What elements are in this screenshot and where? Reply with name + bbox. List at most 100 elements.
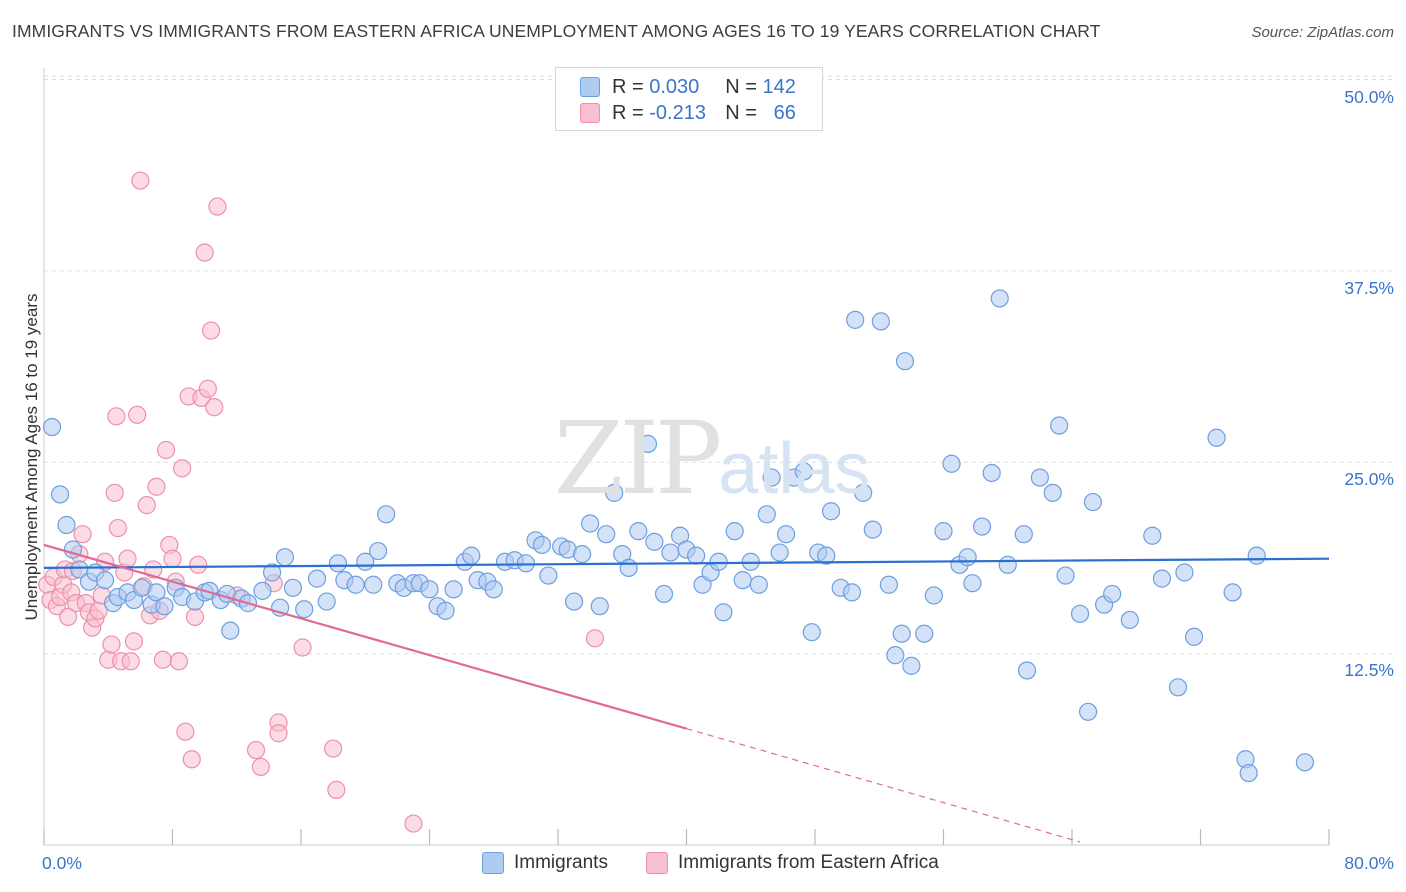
eastern-africa-point [163,549,182,568]
immigrants-point [1223,583,1242,602]
immigrants-point [516,554,535,573]
source-credit: Source: ZipAtlas.com [1251,24,1394,41]
immigrants-point [147,583,166,602]
immigrants-point [895,352,915,371]
immigrants-point [50,485,70,504]
immigrants-point [532,535,552,555]
immigrants-point [1120,610,1139,630]
immigrants-point [369,541,388,561]
immigrants-point [1207,428,1226,447]
immigrants-point [1014,525,1033,544]
immigrants-point [902,656,921,675]
y-tick-label: 25.0% [1344,469,1394,489]
immigrants-point [863,520,882,539]
eastern-africa-point [58,607,78,626]
immigrants-point [709,552,728,571]
immigrants-point [1143,526,1162,545]
eastern-africa-point [189,555,208,574]
immigrants-point [328,554,348,573]
bottom-legend-eastern-africa: Immigrants from Eastern Africa [646,852,939,874]
legend-n-value: 142 [762,75,796,98]
y-tick-label: 37.5% [1344,278,1394,298]
immigrants-point [762,468,781,487]
immigrants-point [444,580,463,599]
immigrants-point [998,555,1017,574]
immigrants-point [982,463,1001,483]
eastern-africa-point [131,171,150,190]
immigrants-point [283,578,303,597]
immigrants-point [817,546,836,565]
immigrants-point [221,621,240,640]
eastern-africa-point [102,635,121,654]
immigrants-point [420,580,439,599]
immigrants-point [629,522,648,541]
immigrants-point [1295,753,1315,772]
immigrants-point [377,505,396,524]
immigrants-point [1056,566,1075,585]
immigrants-point [619,558,638,577]
eastern-africa-point [169,652,189,671]
immigrants-point [842,583,862,602]
bottom-legend-swatch-blue [482,852,504,874]
immigrants-point [436,601,455,620]
eastern-africa-point [195,243,214,262]
immigrants-point [990,289,1009,308]
eastern-africa-point [246,740,266,760]
immigrants-point [794,462,813,481]
eastern-africa-point [208,197,227,216]
immigrants-point [638,434,658,453]
eastern-africa-point [404,814,423,833]
immigrants-point [757,505,776,524]
legend-n-value: 66 [773,101,796,124]
immigrants-point [155,597,174,616]
immigrants-point [725,522,744,541]
immigrants-point [1043,483,1062,502]
eastern-africa-point [185,607,205,626]
immigrants-point [1168,678,1188,697]
immigrants-point [1030,468,1049,487]
eastern-africa-point [182,750,201,769]
immigrants-point [1152,569,1172,588]
eastern-africa-point [128,405,147,424]
trend-line [43,557,1330,569]
immigrants-point [892,624,911,643]
immigrants-point [687,546,706,565]
trend-lines [43,543,1330,843]
legend-n-label: N = [725,75,757,98]
immigrants-point [879,575,898,594]
immigrants-point [95,571,115,590]
eastern-africa-point [293,638,312,657]
y-tick-label: 50.0% [1344,87,1394,107]
immigrants-point [749,575,768,594]
immigrants-point [661,543,680,562]
immigrants-point [846,310,865,329]
immigrants-point [934,522,953,541]
immigrants-point [1184,627,1204,646]
eastern-africa-point [585,629,605,648]
legend-row-eastern-africa: R = -0.213 N = 66 [580,101,796,125]
immigrants-point [539,566,558,585]
immigrants-point [590,597,609,616]
eastern-africa-point [251,757,270,777]
immigrants-point [1103,584,1122,604]
legend-n-label: N = [725,101,757,124]
bottom-legend-immigrants: Immigrants [482,852,608,874]
immigrants-point [1050,416,1069,435]
series-eastern-africa-points [38,171,605,833]
legend-r-label: R = [612,101,644,124]
trend-line [43,543,687,730]
chart-title: IMMIGRANTS VS IMMIGRANTS FROM EASTERN AF… [12,21,1101,41]
immigrants-point [854,483,873,502]
bottom-legend-swatch-pink [646,852,668,874]
immigrants-point [1083,492,1102,512]
eastern-africa-point [324,739,343,758]
immigrants-point [262,563,282,582]
immigrants-point [733,571,752,590]
immigrants-point [42,417,62,437]
eastern-africa-point [107,407,126,426]
correlation-legend: R = 0.030 N = 142 R = -0.213 N = 66 [555,67,823,131]
eastern-africa-point [327,780,346,799]
watermark-atlas: atlas [718,429,871,509]
eastern-africa-point [124,632,144,651]
